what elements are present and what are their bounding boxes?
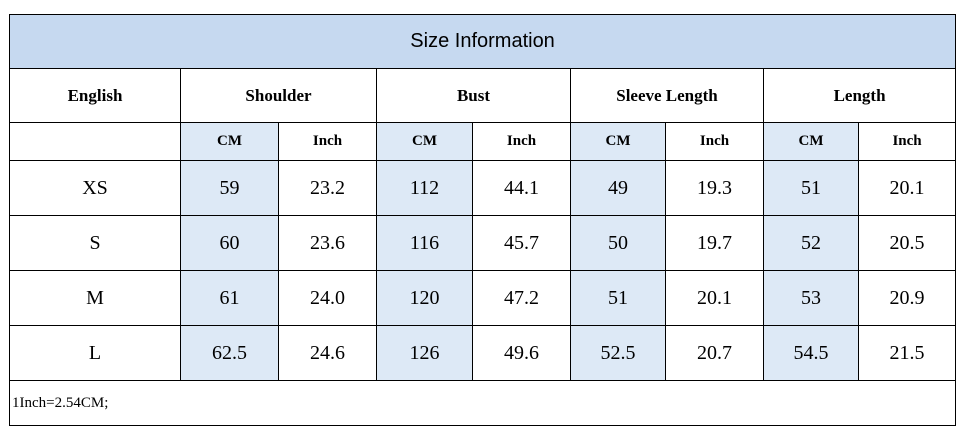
measurement: 21.5	[857, 325, 957, 381]
measurement: 61	[180, 270, 279, 326]
measurement: 24.0	[278, 270, 377, 326]
measurement: 62.5	[180, 325, 279, 381]
measurement: 116	[376, 215, 473, 271]
measurement: 20.7	[665, 325, 764, 381]
measurement: 59	[180, 160, 279, 216]
column-header: Sleeve Length	[570, 68, 764, 123]
size-row: M 61 24.0 120 47.2 51 20.1 53 20.9	[9, 270, 957, 326]
measurement: 20.9	[857, 270, 957, 326]
measurement: 112	[376, 160, 473, 216]
unit-header: CM	[180, 122, 279, 161]
footnote: 1Inch=2.54CM;	[8, 380, 957, 426]
measurement: 126	[376, 325, 473, 381]
measurement: 49.6	[472, 325, 571, 381]
unit-header: CM	[376, 122, 473, 161]
size-table-container: Size Information English Shoulder Bust Sleev…	[8, 14, 957, 426]
measurement: 23.2	[278, 160, 377, 216]
size-label: XS	[9, 160, 181, 216]
size-row: XS 59 23.2 112 44.1 49 19.3 51 20.1	[9, 160, 957, 216]
column-header: Shoulder	[180, 68, 377, 123]
measurement: 54.5	[763, 325, 859, 381]
unit-header: Inch	[278, 122, 377, 161]
measurement: 50	[570, 215, 666, 271]
measurement: 52	[763, 215, 859, 271]
unit-header: CM	[570, 122, 666, 161]
measurement: 19.7	[665, 215, 764, 271]
unit-header: CM	[763, 122, 859, 161]
measurement: 20.5	[857, 215, 957, 271]
size-row: L 62.5 24.6 126 49.6 52.5 20.7 54.5 21.5	[9, 325, 957, 381]
measurement: 120	[376, 270, 473, 326]
measurement: 23.6	[278, 215, 377, 271]
measurement: 24.6	[278, 325, 377, 381]
measurement: 20.1	[665, 270, 764, 326]
measurement: 44.1	[472, 160, 571, 216]
measurement: 47.2	[472, 270, 571, 326]
measurement: 49	[570, 160, 666, 216]
size-row: S 60 23.6 116 45.7 50 19.7 52 20.5	[9, 215, 957, 271]
table-title: Size Information	[8, 14, 957, 69]
measurement: 51	[763, 160, 859, 216]
measurement: 52.5	[570, 325, 666, 381]
size-label: M	[9, 270, 181, 326]
empty-cell	[9, 122, 181, 161]
header-row: English Shoulder Bust Sleeve Length Length	[9, 68, 957, 123]
unit-header: Inch	[665, 122, 764, 161]
measurement: 45.7	[472, 215, 571, 271]
note-row: 1Inch=2.54CM;	[8, 380, 957, 426]
size-label: S	[9, 215, 181, 271]
column-header: English	[9, 68, 181, 123]
measurement: 19.3	[665, 160, 764, 216]
size-label: L	[9, 325, 181, 381]
size-table: Size Information English Shoulder Bust Sleev…	[8, 14, 957, 426]
measurement: 51	[570, 270, 666, 326]
title-row: Size Information	[8, 14, 957, 69]
measurement: 53	[763, 270, 859, 326]
measurement: 60	[180, 215, 279, 271]
subheader-row: CM Inch CM Inch CM Inch CM Inch	[9, 122, 957, 161]
unit-header: Inch	[472, 122, 571, 161]
column-header: Bust	[376, 68, 571, 123]
measurement: 20.1	[857, 160, 957, 216]
unit-header: Inch	[857, 122, 957, 161]
column-header: Length	[762, 68, 957, 123]
